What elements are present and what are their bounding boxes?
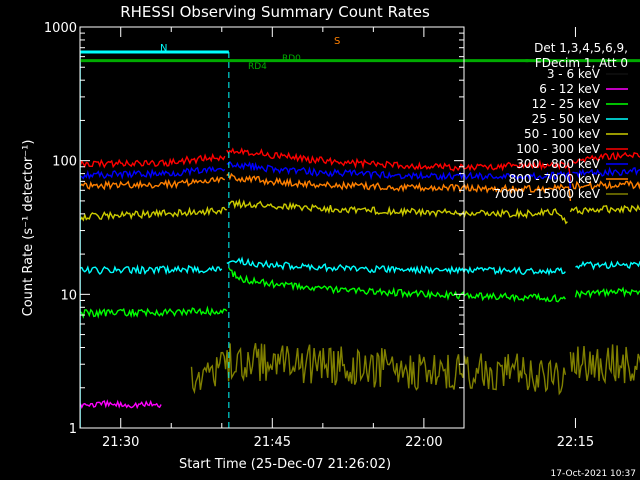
- series-300-800-kev-line: [572, 166, 640, 179]
- legend-label-25-50-kev: 25 - 50 keV: [532, 112, 601, 126]
- series-800-7000-kev-line: [571, 180, 640, 190]
- series-800-7000-kev-line: [226, 172, 572, 201]
- x-axis-label: Start Time (25-Dec-07 21:26:02): [179, 457, 391, 472]
- series-25-50-kev-line: [575, 260, 640, 271]
- series-7000-15000-kev-line: [569, 344, 640, 385]
- y-tick-label: 100: [52, 155, 77, 170]
- legend-label-800-7000-kev: 800 - 7000 keV: [509, 172, 601, 186]
- series-100-300-kev-line: [226, 147, 572, 182]
- x-tick-label: 22:00: [405, 435, 442, 450]
- series-12-25-kev-line: [574, 286, 640, 300]
- series-50-100-kev-line: [569, 204, 640, 215]
- legend-label-100-300-kev: 100 - 300 keV: [516, 142, 600, 156]
- axes-layer: 21:3021:4522:0022:1522:3022:4523:0011010…: [44, 21, 594, 450]
- marker-label-rd0: RD0: [282, 54, 301, 64]
- legend-title-line: Det 1,3,4,5,6,9,: [534, 41, 628, 55]
- y-axis-label: Count Rate (s⁻¹ detector⁻¹): [21, 140, 36, 317]
- y-tick-label: 1000: [44, 21, 77, 36]
- x-tick-label: 21:45: [254, 435, 291, 450]
- x-tick-label: 22:15: [557, 435, 594, 450]
- series-25-50-kev-line: [226, 256, 566, 276]
- legend-label-7000-15000-kev: 7000 - 15000 keV: [493, 187, 600, 201]
- legend-label-12-25-kev: 12 - 25 keV: [532, 97, 601, 111]
- series-7000-15000-kev-line: [190, 343, 567, 396]
- y-tick-label: 1: [69, 422, 77, 437]
- timestamp: 17-Oct-2021 10:37: [551, 469, 636, 479]
- series-100-300-kev-line: [571, 151, 640, 164]
- legend-title-line: FDecim 1, Att 0: [535, 56, 628, 70]
- x-tick-label: 21:30: [102, 435, 139, 450]
- marker-label-n: N: [160, 43, 167, 54]
- series-12-25-kev-line: [79, 305, 228, 319]
- marker-label-s: S: [334, 36, 340, 47]
- series-50-100-kev-line: [79, 205, 227, 222]
- legend-label-3-6-kev: 3 - 6 keV: [547, 67, 601, 81]
- series-12-25-kev-line: [228, 267, 566, 303]
- series-3-6-kev-line: [569, 340, 640, 381]
- series-800-7000-kev-line: [79, 175, 226, 191]
- marker-rd-point: [525, 59, 529, 63]
- series-50-100-kev-line: [228, 198, 568, 225]
- series-300-800-kev-line: [226, 160, 572, 189]
- series-6-12-kev-line: [79, 399, 162, 410]
- series-300-800-kev-line: [80, 165, 226, 180]
- legend-label-300-800-kev: 300 - 800 keV: [516, 157, 600, 171]
- series-25-50-kev-line: [80, 263, 223, 276]
- marker-label-rd4: RD4: [248, 62, 267, 72]
- chart-title: RHESSI Observing Summary Count Rates: [120, 3, 430, 21]
- legend: Det 1,3,4,5,6,9,FDecim 1, Att 03 - 6 keV…: [493, 41, 628, 201]
- series-layer: [79, 147, 640, 410]
- series-100-300-kev-line: [79, 152, 226, 169]
- legend-label-6-12-kev: 6 - 12 keV: [539, 82, 601, 96]
- y-tick-label: 10: [60, 288, 77, 303]
- legend-label-50-100-kev: 50 - 100 keV: [524, 127, 601, 141]
